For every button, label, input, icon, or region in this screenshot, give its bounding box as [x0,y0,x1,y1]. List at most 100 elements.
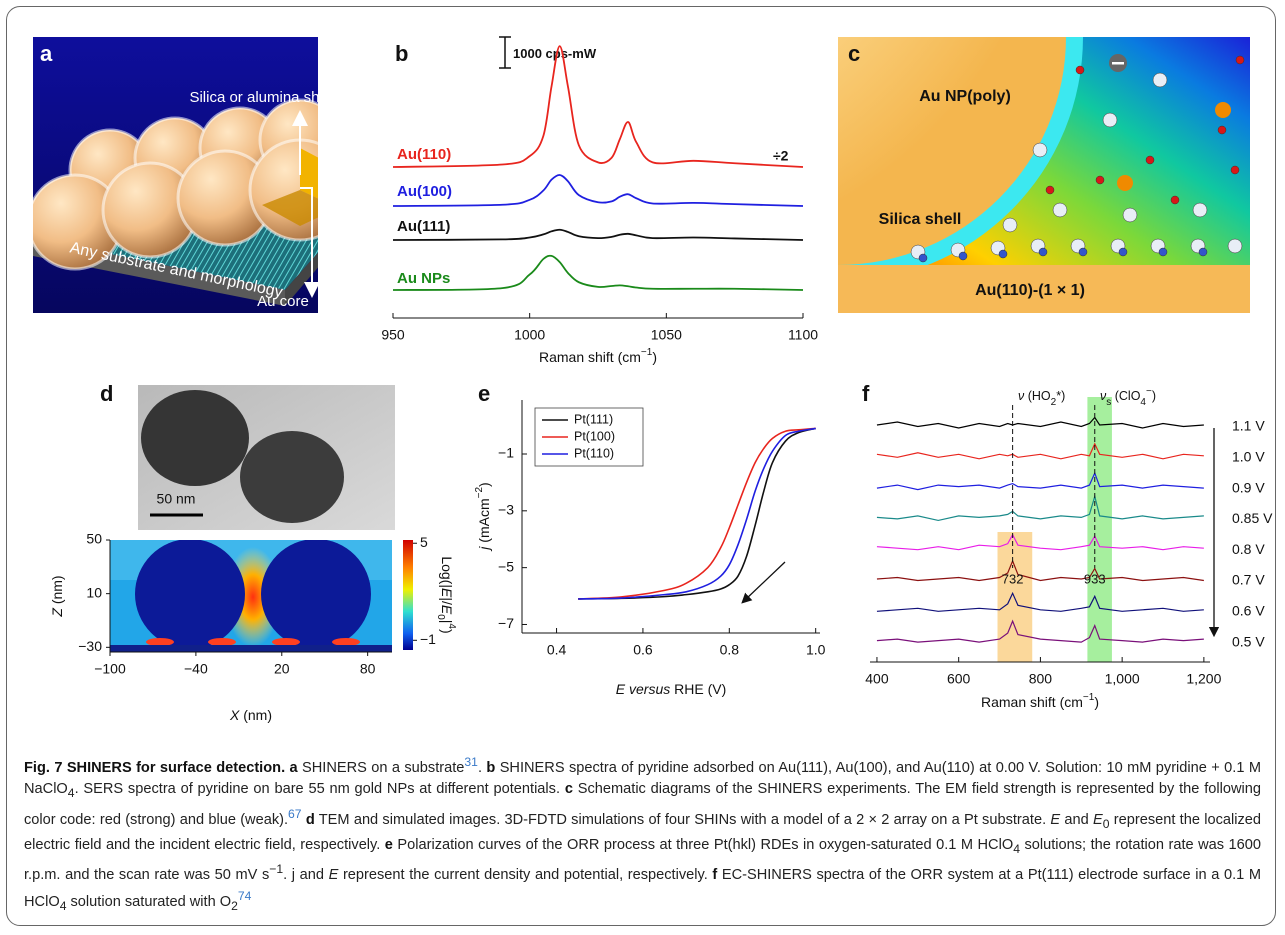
y-tick-label: 10 [86,584,102,600]
text-part: ) [439,629,455,634]
legend-label: Pt(100) [574,429,615,443]
spectrum [877,444,1204,459]
text-part: Raman shift (cm [539,349,641,365]
symbol: E [1050,812,1060,828]
highlight-band [1087,397,1112,662]
text-part: ) [1094,694,1099,710]
x-tick-label: 80 [360,661,376,677]
x-tick-label: 1000 [514,327,545,343]
y-tick-label: −3 [498,502,514,518]
x-axis-label: E versus RHE (V) [616,681,726,697]
x-tick-label: 800 [1029,671,1053,687]
spectrum [877,593,1204,611]
x-tick-label: 950 [381,327,405,343]
legend-label: 0.85 V [1232,510,1273,526]
peak-label: 933 [1084,571,1106,586]
panel-c-illustration [593,0,1250,313]
caption-text: Polarization curves of the ORR process a… [393,837,1013,853]
subscript: 4 [68,786,75,800]
caption-panel: a [290,760,298,776]
text-part: ) [652,349,657,365]
x-tick-label: 1,200 [1186,671,1221,687]
caption-text: solution saturated with O [66,894,231,910]
subscript: 4 [1013,841,1020,855]
text-part: (ClO [1111,389,1140,403]
caption-panel: c [565,781,573,797]
y-tick-label: −7 [498,615,514,631]
scale-label: 50 nm [157,491,196,507]
caption-text: . SERS spectra of pyridine on bare 55 nm… [75,781,565,797]
y-axis-label: j (mAcm−2) [474,482,492,551]
annotation: ÷2 [773,148,789,164]
caption-text: represent the current density and potent… [338,867,712,883]
legend-label: 1.0 V [1232,449,1265,465]
legend-label: Au(111) [397,218,450,235]
y-tick-label: −5 [498,558,514,574]
colorbar-tick-label: 5 [420,534,428,550]
spectrum [877,621,1204,642]
text-part: 4 [1140,397,1146,408]
caption-text: SHINERS on a substrate [298,760,465,776]
text-part: −1 [641,347,653,358]
text-part: ) [476,482,492,487]
peak-annotation: νs (ClO4−) [1100,386,1156,408]
caption-panel: d [306,812,315,828]
x-tick-label: 1050 [651,327,682,343]
scale-label: 1000 cps-mW [513,46,597,61]
text-part: (HO [1024,389,1051,403]
text-part: Log(| [439,556,455,588]
legend-label: 1.1 V [1232,418,1265,434]
spectrum [393,175,803,206]
text-part: RHE (V) [670,681,726,697]
panel-label: e [478,381,490,406]
legend-label: Au NPs [397,270,450,287]
superscript: −1 [269,862,283,876]
x-tick-label: −100 [94,661,126,677]
y-tick-label: −30 [78,638,102,654]
tem-image [138,385,395,530]
text-part: ) [1152,389,1156,403]
figure: a Silica or alumina shell Au core Any su… [0,0,1285,740]
peak-annotation: ν (HO2*) [1018,389,1065,408]
x-axis-label: X (nm) [229,707,272,723]
legend-label: 0.7 V [1232,572,1265,588]
page: a Silica or alumina shell Au core Any su… [0,0,1285,935]
legend-label: 0.9 V [1232,479,1265,495]
x-tick-label: 0.4 [547,642,567,658]
scan-arrow [745,562,785,600]
symbol: E [329,867,339,883]
legend-label: Au(100) [397,183,452,200]
legend-label: Au(110) [397,146,451,163]
shell-label: Silica or alumina shell [189,89,334,106]
panel-label: f [862,381,870,406]
caption: Fig. 7 SHINERS for surface detection. a … [24,752,1261,917]
panel-label: b [395,41,408,66]
y-axis-label: Z (nm) [49,575,65,617]
x-tick-label: 20 [274,661,290,677]
field-map [110,539,392,652]
subscript: 2 [231,899,238,913]
legend-label: 0.5 V [1232,633,1265,649]
x-tick-label: 0.8 [720,642,740,658]
text-part: (nm) [239,707,272,723]
spectrum [877,496,1204,520]
symbol: E [1093,812,1103,828]
colorbar-label: Log(|E|/E0|4) [435,556,457,633]
caption-panel: e [385,837,393,853]
caption-panel: b [486,760,495,776]
panel-label: d [100,381,113,406]
x-tick-label: 1.0 [806,642,826,658]
peak-label: 732 [1002,571,1024,586]
x-axis-label: Raman shift (cm−1) [539,347,657,365]
text-part: E versus [616,681,670,697]
spectrum [877,535,1204,550]
x-tick-label: −40 [184,661,208,677]
panel-label: c [848,41,860,66]
caption-title: Fig. 7 SHINERS for surface detection. [24,760,285,776]
spectrum [877,561,1204,581]
y-tick-label: −1 [498,445,514,461]
x-tick-label: 1,000 [1105,671,1140,687]
spectrum [393,230,803,240]
text-part: (mAcm [476,498,492,546]
legend-label: 0.8 V [1232,541,1265,557]
